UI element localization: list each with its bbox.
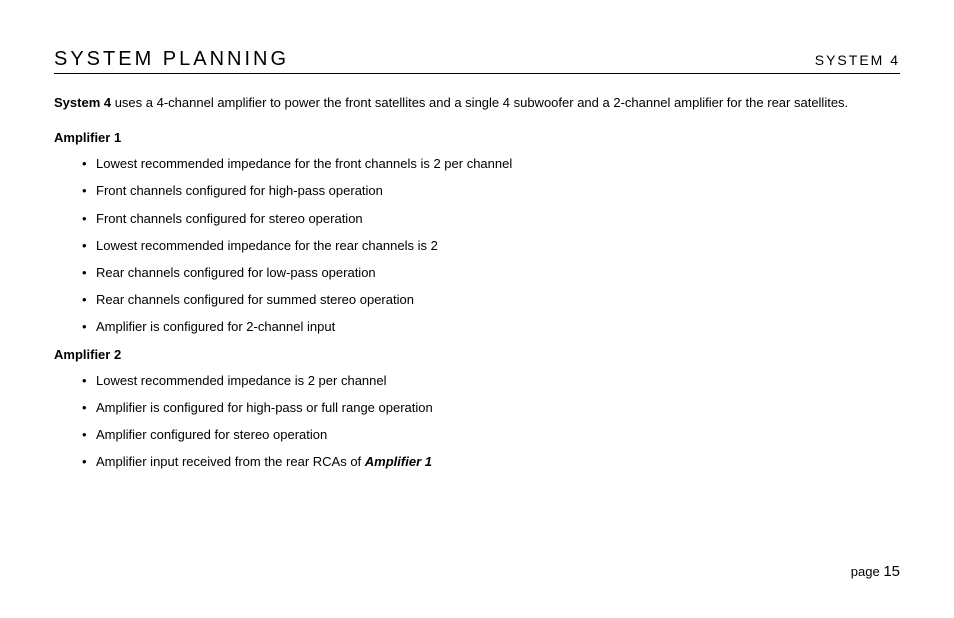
document-page: SYSTEM PLANNING SYSTEM 4 System 4 uses a… — [0, 0, 954, 471]
intro-paragraph: System 4 uses a 4-channel amplifier to p… — [54, 94, 900, 112]
page-number: 15 — [883, 563, 900, 580]
intro-rest: uses a 4-channel amplifier to power the … — [111, 95, 848, 110]
section-amplifier-1: Amplifier 1 Lowest recommended impedance… — [54, 130, 900, 336]
intro-lead: System 4 — [54, 95, 111, 110]
header-title-right: SYSTEM 4 — [815, 52, 900, 68]
page-header: SYSTEM PLANNING SYSTEM 4 — [54, 48, 900, 74]
list-item: Amplifier is configured for 2-channel in… — [82, 318, 900, 336]
section-title: Amplifier 2 — [54, 347, 900, 362]
list-item: Front channels configured for stereo ope… — [82, 210, 900, 228]
list-item: Lowest recommended impedance for the fro… — [82, 155, 900, 173]
list-item: Amplifier configured for stereo operatio… — [82, 426, 900, 444]
list-item: Amplifier input received from the rear R… — [82, 453, 900, 471]
header-title-left: SYSTEM PLANNING — [54, 48, 289, 71]
amplifier-reference: Amplifier 1 — [365, 454, 432, 469]
page-label: page — [851, 564, 884, 579]
list-item: Amplifier is configured for high-pass or… — [82, 399, 900, 417]
section-title: Amplifier 1 — [54, 130, 900, 145]
bullet-list: Lowest recommended impedance is 2 per ch… — [82, 372, 900, 472]
list-item: Lowest recommended impedance is 2 per ch… — [82, 372, 900, 390]
list-item: Lowest recommended impedance for the rea… — [82, 237, 900, 255]
list-item: Rear channels configured for summed ster… — [82, 291, 900, 309]
list-item-text: Amplifier input received from the rear R… — [96, 454, 365, 469]
bullet-list: Lowest recommended impedance for the fro… — [82, 155, 900, 336]
list-item: Rear channels configured for low-pass op… — [82, 264, 900, 282]
list-item: Front channels configured for high-pass … — [82, 182, 900, 200]
page-footer: page 15 — [851, 563, 900, 580]
section-amplifier-2: Amplifier 2 Lowest recommended impedance… — [54, 347, 900, 472]
